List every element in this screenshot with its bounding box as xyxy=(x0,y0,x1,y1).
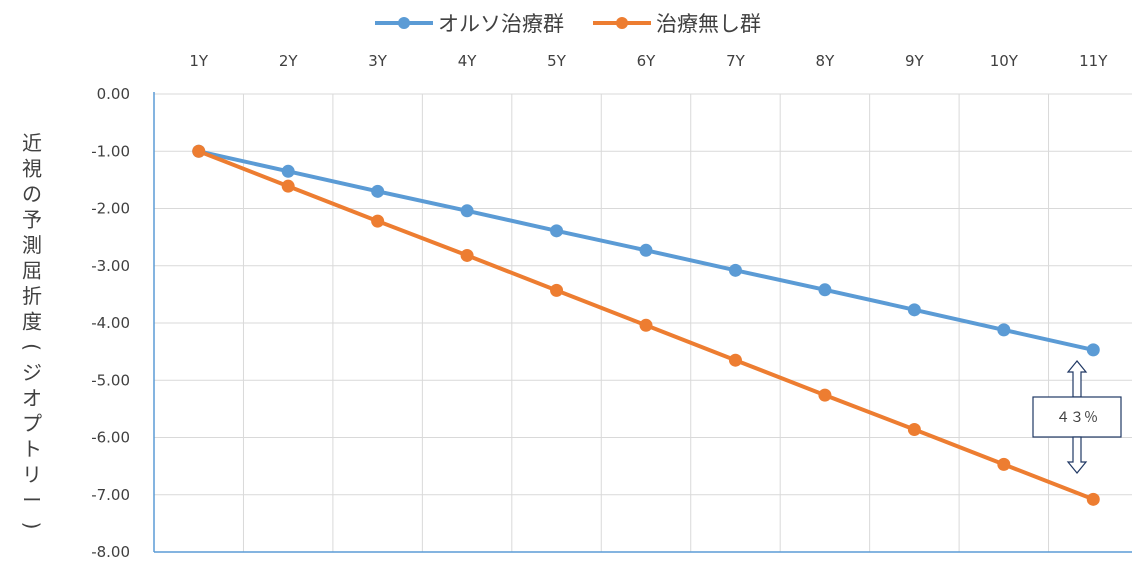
y-axis-title-char: ( xyxy=(20,343,44,351)
y-axis-title-char: 視 xyxy=(22,157,42,181)
series-0-point xyxy=(997,323,1011,337)
y-axis-title-char: 測 xyxy=(22,233,42,257)
series-1-point xyxy=(460,248,474,262)
x-tick-label: 9Y xyxy=(905,52,925,70)
y-tick-label: -6.00 xyxy=(91,429,130,447)
x-tick-labels: 1Y 2Y 3Y 4Y 5Y 6Y 7Y 8Y 9Y 10Y 11Y xyxy=(189,52,1108,70)
series-0-point xyxy=(1086,343,1100,357)
y-axis-title-char: 予 xyxy=(22,208,42,232)
x-tick-label: 7Y xyxy=(726,52,746,70)
y-axis-title-char: の xyxy=(22,182,42,206)
x-tick-label: 8Y xyxy=(816,52,836,70)
series-1-point xyxy=(192,144,206,158)
series-points xyxy=(192,144,1100,506)
legend-marker-1 xyxy=(616,17,628,29)
series-0-point xyxy=(460,204,474,218)
axes xyxy=(153,92,1132,553)
y-axis-title-char: ) xyxy=(20,522,44,530)
series-0-point xyxy=(818,283,832,297)
series-1-point xyxy=(728,353,742,367)
x-tick-label: 11Y xyxy=(1079,52,1108,70)
series-0-point xyxy=(639,243,653,257)
y-axis-title-char: 屈 xyxy=(22,259,42,283)
y-axis-title-char: 折 xyxy=(22,284,42,308)
y-tick-label: -8.00 xyxy=(91,543,130,561)
series-1-point xyxy=(639,318,653,332)
y-tick-label: -7.00 xyxy=(91,486,130,504)
y-tick-label: -2.00 xyxy=(91,200,130,218)
x-tick-label: 4Y xyxy=(458,52,478,70)
series-1-point xyxy=(281,179,295,193)
legend: オルソ治療群 治療無し群 xyxy=(375,12,761,36)
x-tick-label: 2Y xyxy=(279,52,299,70)
series-0-point xyxy=(907,303,921,317)
y-axis-title-char: ジ xyxy=(22,361,42,385)
series-1-point xyxy=(371,214,385,228)
x-tick-label: 6Y xyxy=(637,52,657,70)
y-axis-title-char: ー xyxy=(22,488,42,512)
y-axis-title-char: オ xyxy=(22,386,42,410)
arrow-up-icon xyxy=(1066,360,1088,398)
x-tick-label: 10Y xyxy=(990,52,1019,70)
x-tick-label: 1Y xyxy=(189,52,209,70)
legend-label-0: オルソ治療群 xyxy=(438,12,564,36)
series-0-point xyxy=(728,263,742,277)
y-tick-labels: 0.00 -1.00 -2.00 -3.00 -4.00 -5.00 -6.00 -7.00 -… xyxy=(91,85,130,561)
y-axis-title-char: ト xyxy=(22,437,42,461)
y-axis-title-char: 近 xyxy=(22,131,42,155)
series-1-point xyxy=(1086,492,1100,506)
y-tick-label: 0.00 xyxy=(97,85,130,103)
series-1-point xyxy=(550,283,564,297)
series-0-point xyxy=(281,164,295,178)
y-tick-label: -4.00 xyxy=(91,314,130,332)
legend-marker-0 xyxy=(398,17,410,29)
series-0-point xyxy=(550,224,564,238)
annotation-label: ４３％ xyxy=(1056,410,1098,426)
legend-label-1: 治療無し群 xyxy=(656,12,761,36)
x-tick-label: 5Y xyxy=(547,52,567,70)
y-axis-title-char: プ xyxy=(22,412,42,436)
y-axis-title-char: 度 xyxy=(22,310,42,334)
y-tick-label: -3.00 xyxy=(91,257,130,275)
series-1-point xyxy=(997,457,1011,471)
series-1-point xyxy=(907,422,921,436)
series-1-point xyxy=(818,388,832,402)
arrow-down-icon xyxy=(1066,436,1088,474)
y-tick-label: -5.00 xyxy=(91,371,130,389)
y-tick-label: -1.00 xyxy=(91,142,130,160)
difference-annotation: ４３％ xyxy=(1032,360,1122,474)
x-tick-label: 3Y xyxy=(368,52,388,70)
annotation-box xyxy=(1032,396,1122,438)
series-0-point xyxy=(371,184,385,198)
y-axis-title-char: リ xyxy=(22,463,42,487)
